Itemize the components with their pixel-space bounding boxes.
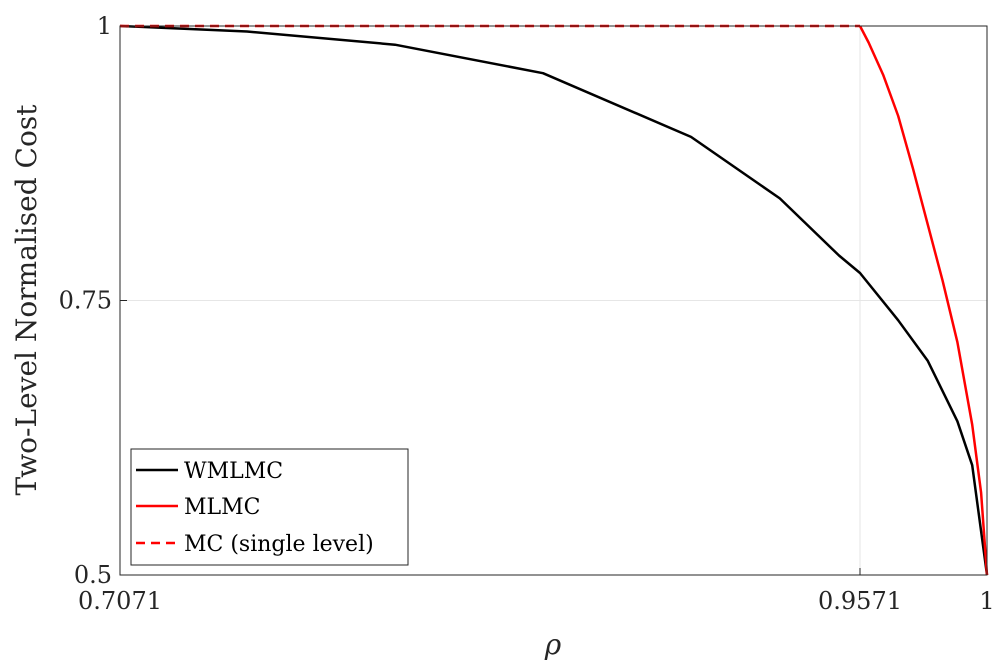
x-tick-label: 0.9571 <box>818 587 902 615</box>
y-tick-label: 0.75 <box>59 287 112 315</box>
x-tick-label: 0.7071 <box>78 587 162 615</box>
legend-label-wmlmc: WMLMC <box>184 459 283 484</box>
y-tick-label: 0.5 <box>74 561 112 589</box>
legend-label-mlmc: MLMC <box>184 495 261 520</box>
ticks: 0.7071 0.9571 1 0.5 0.75 1 <box>59 12 995 615</box>
series-line-wmlmc <box>119 24 989 576</box>
x-axis-title: ρ <box>544 628 562 660</box>
legend: WMLMC MLMC MC (single level) <box>130 448 409 566</box>
y-axis-title: Two-Level Normalised Cost <box>10 104 43 496</box>
series-line-mlmc <box>858 25 989 576</box>
legend-label-mc: MC (single level) <box>184 532 374 557</box>
y-tick-label: 1 <box>97 12 112 40</box>
x-tick-label: 1 <box>979 587 994 615</box>
